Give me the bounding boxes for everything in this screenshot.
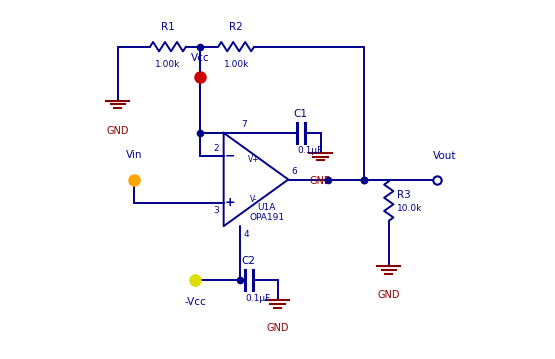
- Text: GND: GND: [107, 126, 129, 136]
- Text: 2: 2: [214, 144, 219, 153]
- Text: C1: C1: [294, 109, 308, 119]
- Text: Vout: Vout: [433, 151, 456, 161]
- Text: U1A
OPA191: U1A OPA191: [249, 203, 284, 222]
- Text: Vcc: Vcc: [191, 53, 210, 63]
- Text: 4: 4: [244, 230, 249, 239]
- Text: GND: GND: [266, 323, 289, 333]
- Text: 6: 6: [292, 167, 297, 176]
- Text: 0.1μF: 0.1μF: [245, 294, 270, 303]
- Text: V+: V+: [248, 155, 260, 164]
- Text: R2: R2: [229, 22, 243, 32]
- Text: R3: R3: [397, 190, 411, 200]
- Text: 10.0k: 10.0k: [397, 204, 422, 214]
- Text: 3: 3: [214, 206, 219, 215]
- Text: V-: V-: [250, 195, 258, 204]
- Text: 7: 7: [241, 120, 248, 129]
- Text: −: −: [225, 150, 235, 163]
- Text: Vin: Vin: [125, 150, 142, 160]
- Text: +: +: [225, 196, 235, 209]
- Text: R1: R1: [161, 22, 175, 32]
- Text: -Vcc: -Vcc: [184, 297, 206, 307]
- Text: 0.1μF: 0.1μF: [297, 146, 322, 155]
- Text: GND: GND: [309, 176, 332, 186]
- Text: GND: GND: [377, 290, 400, 300]
- Text: 1.00k: 1.00k: [224, 60, 249, 69]
- Text: 1.00k: 1.00k: [155, 60, 181, 69]
- Text: C2: C2: [242, 256, 256, 266]
